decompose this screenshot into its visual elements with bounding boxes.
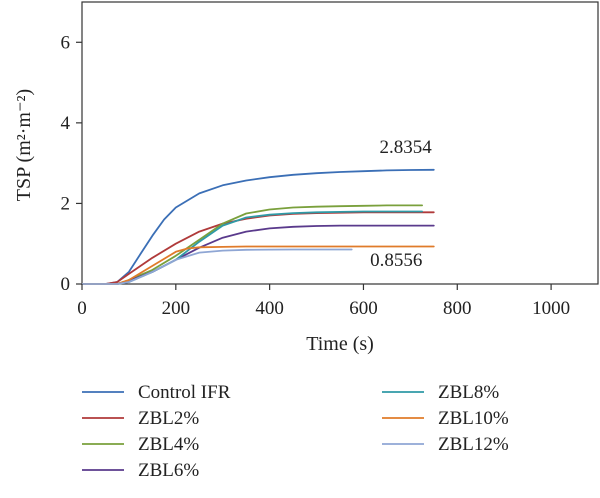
x-tick-label: 400 <box>255 298 284 319</box>
legend-label: ZBL12% <box>438 434 509 455</box>
series-line-zbl12- <box>81 248 353 285</box>
legend-label: ZBL6% <box>138 460 199 481</box>
y-axis: 0 2 4 6 <box>61 32 82 295</box>
x-tick-label: 800 <box>443 298 472 319</box>
legend-item: ZBL6% <box>82 460 199 481</box>
series-line-zbl2- <box>81 211 435 285</box>
legend-label: ZBL4% <box>138 434 199 455</box>
y-tick-label: 4 <box>61 113 71 134</box>
series-line-control-ifr <box>81 168 435 285</box>
x-tick-label: 200 <box>162 298 191 319</box>
plot-frame <box>81 1 599 285</box>
legend-label: ZBL10% <box>438 408 509 429</box>
x-tick-label: 0 <box>77 298 87 319</box>
legend-label: Control IFR <box>138 382 231 403</box>
y-axis-title: TSP (m²·m⁻²) <box>13 89 35 201</box>
annotation-label: 2.8354 <box>380 137 433 158</box>
legend-item: Control IFR <box>82 382 231 403</box>
series-line-zbl8- <box>81 210 424 285</box>
series-line-zbl4- <box>81 204 424 285</box>
series-line-zbl10- <box>81 245 435 285</box>
annotation-label: 0.8556 <box>370 250 422 271</box>
x-axis-title: Time (s) <box>306 333 374 355</box>
legend-item: ZBL4% <box>82 434 199 455</box>
x-tick-label: 1000 <box>532 298 570 319</box>
series-layer <box>81 168 435 285</box>
legend-item: ZBL12% <box>382 434 509 455</box>
x-tick-label: 600 <box>349 298 378 319</box>
annotation-layer: 2.8354 0.8556 <box>370 137 432 271</box>
legend-label: ZBL8% <box>438 382 499 403</box>
legend: Control IFR ZBL2% ZBL4% ZBL6% ZBL8% ZBL10% ZBL… <box>82 382 509 481</box>
legend-label: ZBL2% <box>138 408 199 429</box>
legend-item: ZBL10% <box>382 408 509 429</box>
legend-item: ZBL8% <box>382 382 499 403</box>
x-axis: 0 200 400 600 800 1000 <box>77 284 570 319</box>
y-tick-label: 6 <box>61 32 71 53</box>
legend-item: ZBL2% <box>82 408 199 429</box>
y-tick-label: 0 <box>61 274 71 295</box>
plot-area <box>81 1 599 285</box>
y-tick-label: 2 <box>61 193 71 214</box>
